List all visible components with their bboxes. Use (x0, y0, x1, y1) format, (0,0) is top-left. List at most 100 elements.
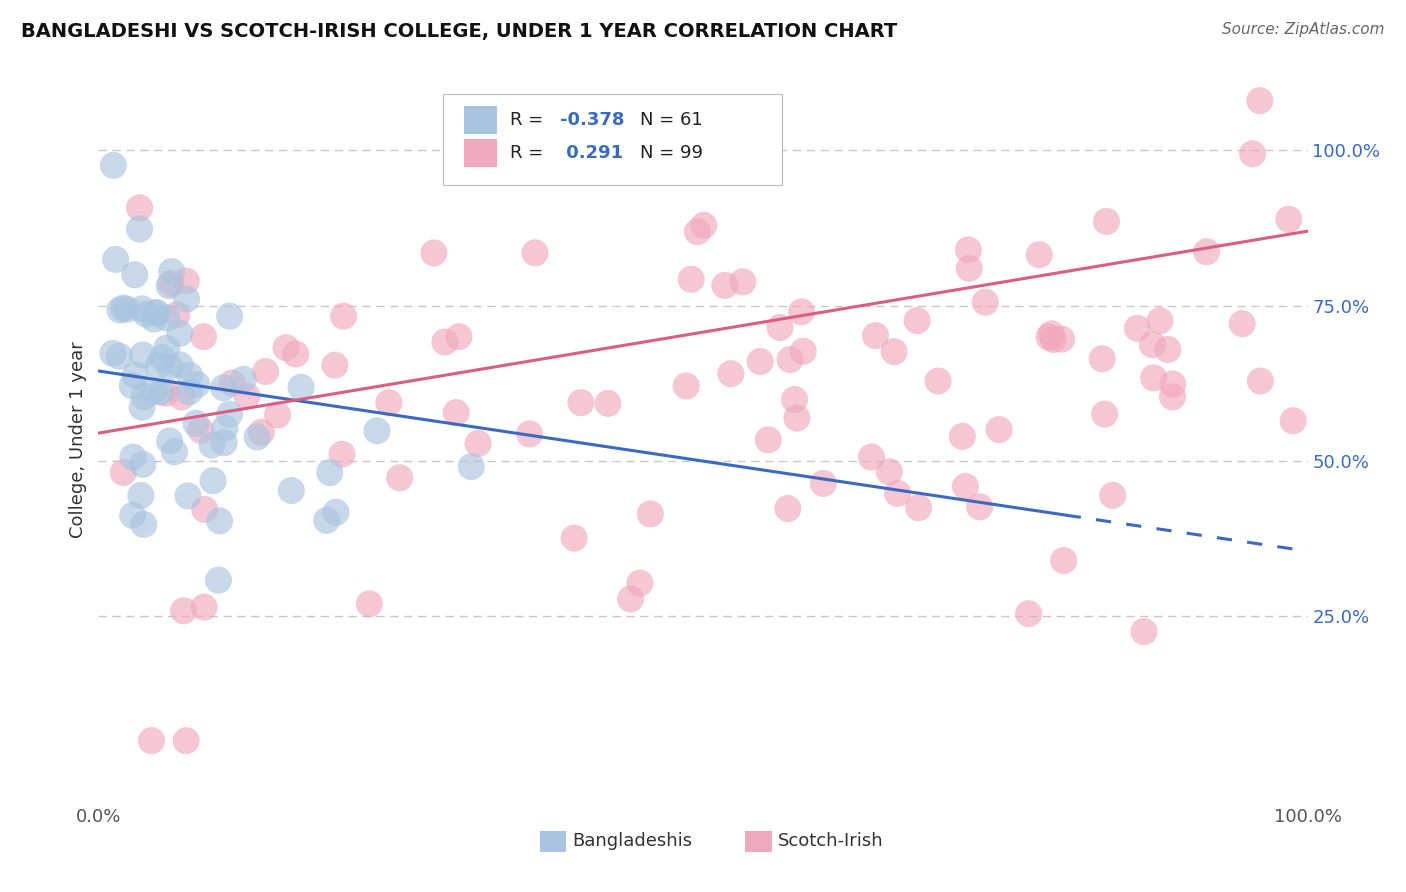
Point (1042, 333, 1064, 347)
FancyBboxPatch shape (443, 94, 782, 185)
Point (460, 459, 482, 474)
Point (101, 346, 124, 360)
Point (879, 465, 901, 479)
Point (280, 483, 302, 498)
Point (1195, 244, 1218, 259)
Point (988, 423, 1011, 437)
Point (792, 344, 814, 359)
Point (779, 352, 801, 367)
Point (1142, 337, 1164, 351)
Point (214, 421, 236, 435)
Point (160, 264, 183, 278)
FancyBboxPatch shape (464, 106, 498, 134)
Point (193, 600, 215, 615)
FancyBboxPatch shape (540, 831, 567, 852)
Point (388, 471, 411, 485)
Point (131, 301, 153, 316)
Point (1278, 212, 1301, 227)
Point (756, 433, 779, 447)
Point (1149, 314, 1171, 328)
FancyBboxPatch shape (464, 139, 498, 167)
Point (883, 344, 905, 359)
Point (686, 225, 709, 239)
Point (1091, 351, 1114, 366)
Point (128, 201, 150, 215)
Point (423, 246, 446, 260)
Point (266, 408, 288, 422)
Point (166, 308, 188, 322)
Point (1161, 377, 1184, 392)
Point (1094, 407, 1116, 421)
Point (157, 278, 180, 293)
Point (174, 733, 197, 747)
Point (170, 390, 193, 404)
Point (1249, 374, 1271, 388)
Point (451, 165, 474, 179)
Point (129, 488, 152, 502)
Point (523, 245, 546, 260)
Point (159, 434, 181, 448)
Point (202, 474, 225, 488)
Point (179, 368, 201, 383)
Point (254, 364, 277, 378)
Text: Scotch-Irish: Scotch-Irish (778, 832, 883, 850)
Point (218, 309, 240, 323)
Point (155, 386, 177, 401)
Point (1095, 214, 1118, 228)
Point (174, 274, 197, 288)
Point (693, 219, 716, 233)
Point (146, 359, 169, 373)
FancyBboxPatch shape (745, 831, 772, 852)
Point (886, 486, 908, 500)
Point (519, 426, 541, 441)
Point (619, 591, 641, 606)
Point (783, 392, 806, 407)
Point (132, 348, 155, 362)
Point (207, 573, 229, 587)
Point (246, 430, 269, 444)
Point (969, 500, 991, 514)
Point (250, 425, 273, 440)
Point (865, 328, 887, 343)
Point (124, 368, 146, 383)
Y-axis label: College, Under 1 year: College, Under 1 year (69, 341, 87, 538)
Point (290, 380, 312, 394)
Point (179, 384, 201, 399)
Point (1161, 390, 1184, 404)
Point (1143, 371, 1166, 385)
Text: Bangladeshis: Bangladeshis (572, 832, 693, 850)
Point (108, 349, 131, 363)
Text: Source: ZipAtlas.com: Source: ZipAtlas.com (1222, 22, 1385, 37)
Point (143, 384, 166, 399)
Point (325, 505, 347, 519)
Point (194, 502, 217, 516)
Point (1038, 330, 1060, 344)
Point (1133, 624, 1156, 639)
Point (112, 301, 135, 315)
Point (176, 292, 198, 306)
Point (218, 407, 240, 421)
Text: BANGLADESHI VS SCOTCH-IRISH COLLEGE, UNDER 1 YEAR CORRELATION CHART: BANGLADESHI VS SCOTCH-IRISH COLLEGE, UND… (21, 22, 897, 41)
Point (177, 489, 200, 503)
Point (1050, 332, 1073, 346)
Point (905, 313, 928, 327)
Point (142, 312, 165, 326)
Point (1028, 247, 1050, 261)
Point (1157, 343, 1180, 357)
Point (163, 445, 186, 459)
Point (749, 354, 772, 368)
Point (955, 479, 977, 493)
Point (359, 597, 381, 611)
Point (159, 359, 181, 374)
Point (640, 507, 662, 521)
Point (132, 390, 155, 404)
Point (132, 517, 155, 532)
Point (776, 501, 799, 516)
Point (1249, 94, 1271, 108)
Point (1053, 554, 1076, 568)
Point (957, 243, 980, 257)
Point (135, 307, 157, 321)
Point (562, 531, 585, 545)
Point (145, 306, 167, 320)
Point (115, 302, 138, 317)
